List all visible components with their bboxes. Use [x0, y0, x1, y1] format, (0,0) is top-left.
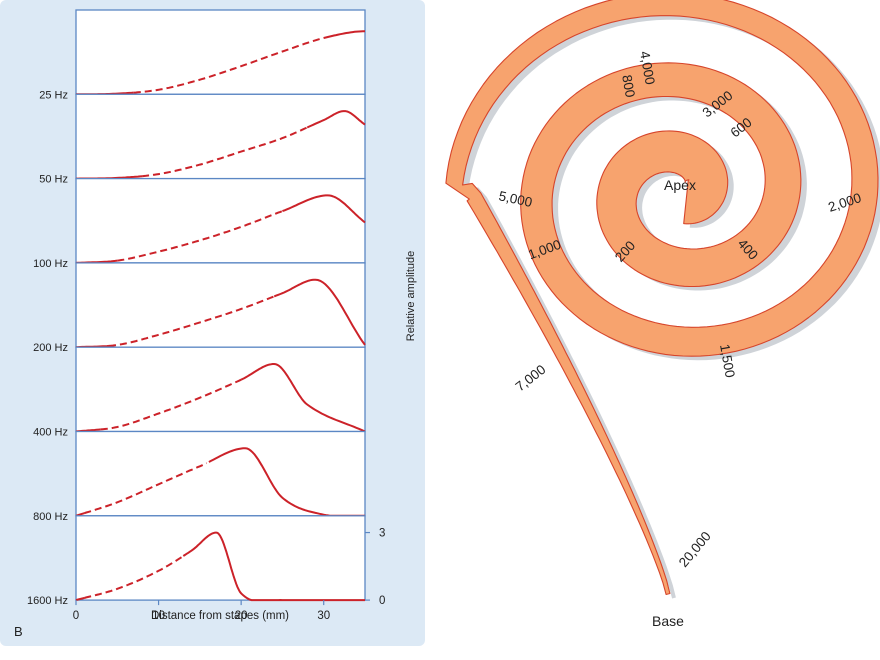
frequency-labels: 25 Hz 50 Hz 100 Hz 200 Hz 400 Hz 800 Hz 1600 H… — [27, 89, 68, 607]
frequency-map-label: 20,000 — [676, 529, 714, 570]
frequency-label: 800 Hz — [33, 511, 68, 523]
panel-label: B — [14, 624, 23, 639]
cochlea-diagram: 20,0007,0005,0004,0003,0002,0001,5001,00… — [445, 0, 880, 629]
plot-panel — [75, 9, 366, 95]
series-line-solid — [306, 110, 366, 129]
series-line-solid — [240, 363, 366, 433]
base-label: Base — [652, 613, 684, 629]
x-axis-label: Distance from stapes (mm) — [151, 610, 289, 622]
frequency-label: 400 Hz — [33, 427, 68, 439]
plot-panel — [75, 93, 366, 180]
frequency-map-label: 7,000 — [513, 362, 549, 395]
x-tick-label: 30 — [317, 610, 330, 622]
frequency-label: 200 Hz — [33, 342, 68, 354]
plot-panel — [75, 515, 366, 601]
amplitude-panel: 25 Hz 50 Hz 100 Hz 200 Hz 400 Hz 800 Hz 1600 H… — [0, 0, 425, 646]
frequency-label: 1600 Hz — [27, 595, 68, 607]
series-line-dashed — [108, 295, 275, 347]
series-line-solid — [182, 531, 365, 602]
series-line-solid — [282, 194, 366, 224]
x-axis: 0 10 20 30 — [73, 600, 330, 622]
series-line-dashed — [142, 126, 308, 178]
frequency-label: 50 Hz — [39, 174, 68, 186]
series-line-dashed — [133, 37, 324, 94]
y-tick-label: 0 — [379, 595, 385, 607]
series-line-solid — [273, 278, 366, 346]
frequency-map-label: 4,000 — [637, 50, 658, 86]
x-tick-label: 0 — [73, 610, 79, 622]
y-tick-label: 3 — [379, 528, 385, 540]
series-line-solid — [75, 597, 85, 602]
frequency-map-label: 5,000 — [497, 188, 533, 210]
y-axis: 03 — [365, 528, 385, 607]
frequency-label: 100 Hz — [33, 258, 68, 270]
y-axis-label: Relative amplitude — [405, 251, 417, 342]
plot-panel — [75, 262, 366, 348]
frequency-map-label: 1,500 — [717, 343, 738, 379]
series-line-dashed — [100, 378, 242, 431]
plot-panel — [75, 430, 366, 517]
frequency-map-label: 800 — [619, 74, 638, 99]
plot-stack — [75, 9, 366, 602]
x-tick-label: 10 — [152, 610, 165, 622]
apex-label: Apex — [664, 177, 696, 193]
x-tick-label: 20 — [235, 610, 248, 622]
plot-panel — [75, 177, 366, 264]
series-line-solid — [323, 30, 365, 39]
series-line-dashed — [84, 555, 184, 599]
basilar-membrane-spiral — [445, 0, 879, 596]
frequency-label: 25 Hz — [39, 89, 68, 101]
series-line-dashed — [117, 210, 283, 262]
